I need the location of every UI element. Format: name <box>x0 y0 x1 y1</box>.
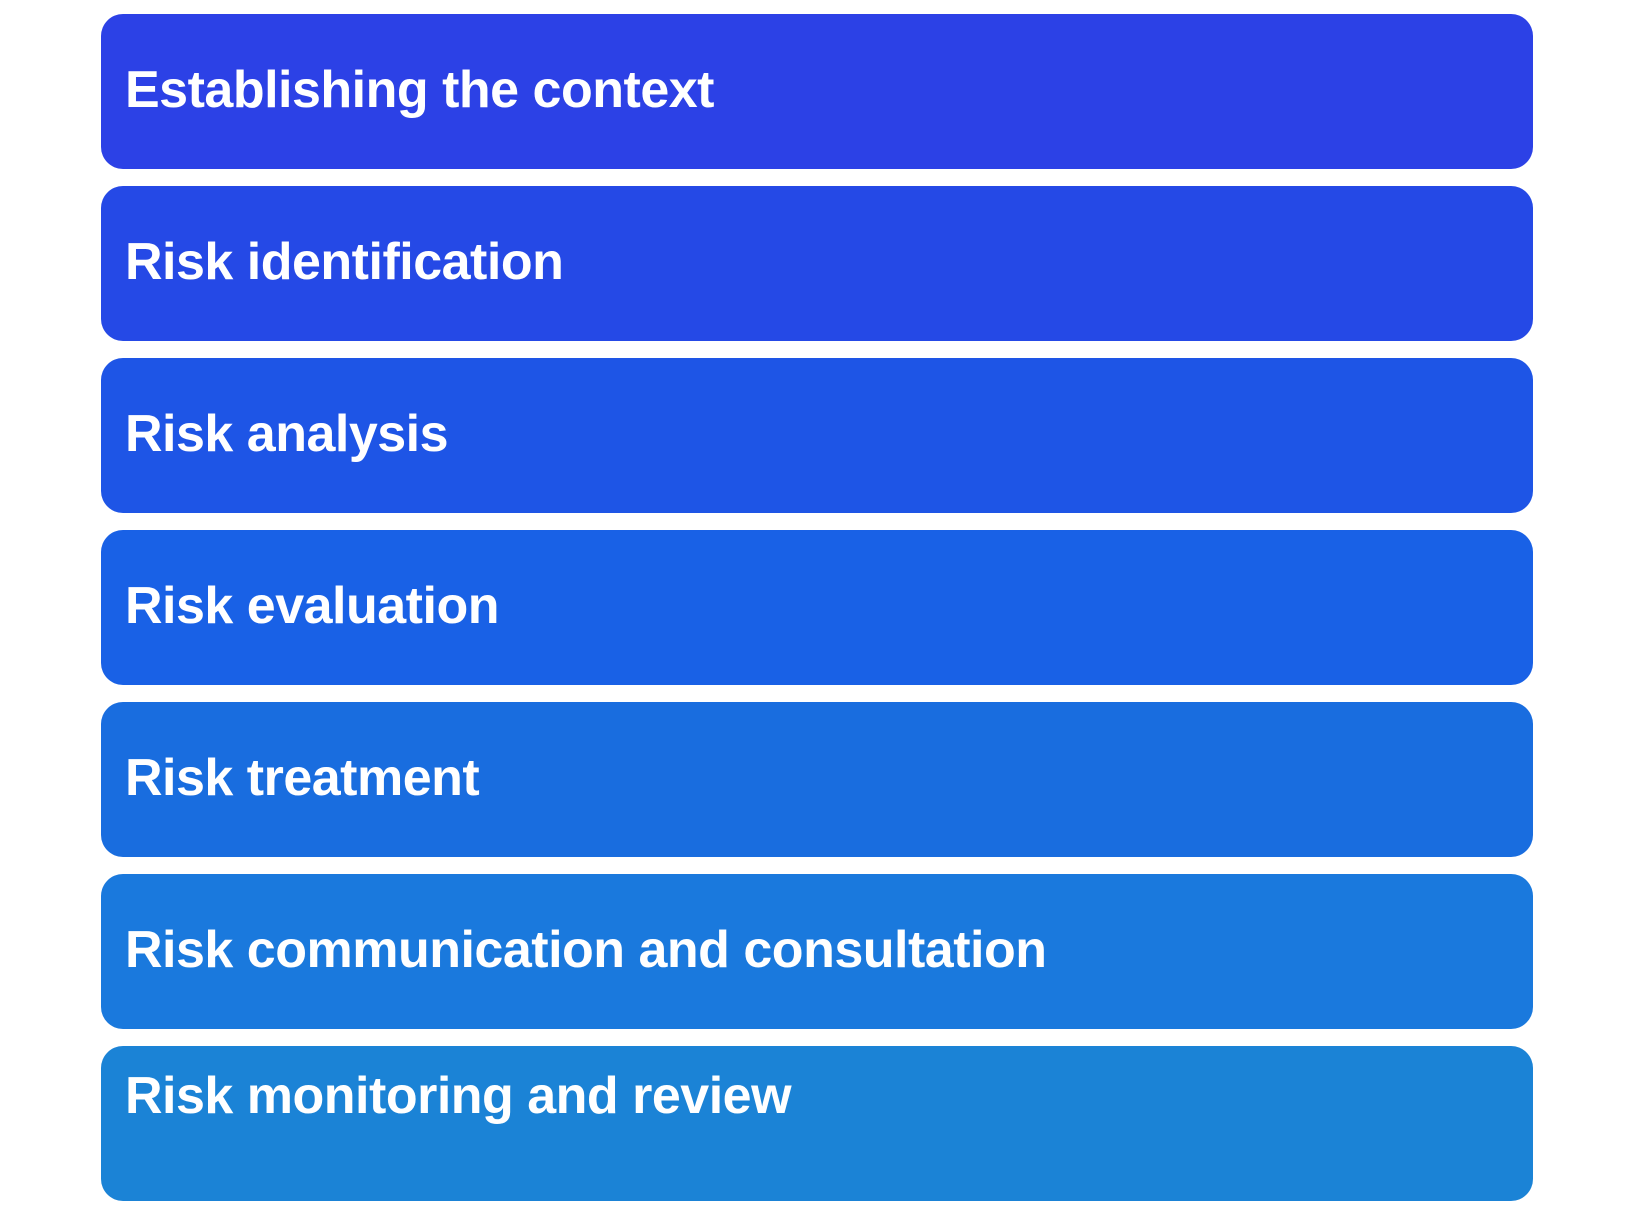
step-risk-analysis: Risk analysis <box>101 358 1533 513</box>
step-risk-evaluation: Risk evaluation <box>101 530 1533 685</box>
step-risk-treatment: Risk treatment <box>101 702 1533 857</box>
step-risk-identification: Risk identification <box>101 186 1533 341</box>
step-establishing-the-context: Establishing the context <box>101 14 1533 169</box>
step-label: Risk monitoring and review <box>125 1067 792 1125</box>
step-label: Establishing the context <box>125 60 714 119</box>
step-label: Risk treatment <box>125 748 480 807</box>
step-label: Risk communication and consultation <box>125 920 1047 979</box>
step-risk-communication-and-consultation: Risk communication and consultation <box>101 874 1533 1029</box>
step-label: Risk analysis <box>125 404 449 463</box>
step-label: Risk identification <box>125 232 564 291</box>
risk-process-steps: Establishing the context Risk identifica… <box>101 14 1533 1201</box>
step-label: Risk evaluation <box>125 576 499 635</box>
step-risk-monitoring-and-review: Risk monitoring and review <box>101 1046 1533 1201</box>
